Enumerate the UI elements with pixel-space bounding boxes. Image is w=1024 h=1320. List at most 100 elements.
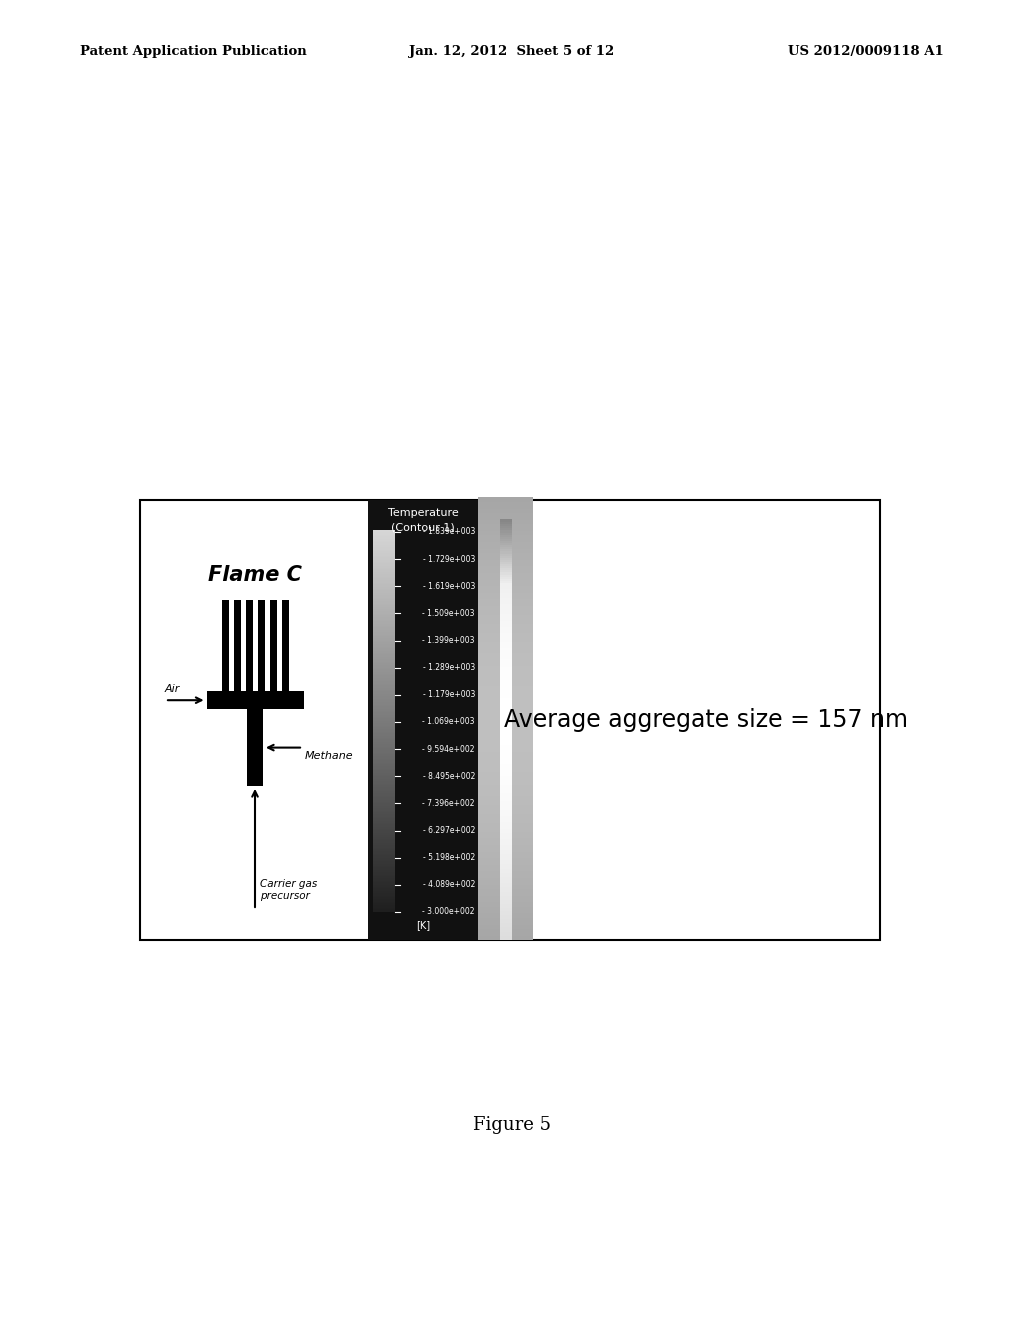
Bar xyxy=(373,665,395,668)
Bar xyxy=(373,729,395,730)
Bar xyxy=(478,512,534,516)
Bar xyxy=(500,606,512,609)
Bar xyxy=(500,751,512,752)
Bar xyxy=(500,862,512,865)
Bar xyxy=(373,589,395,590)
Bar xyxy=(478,665,534,668)
Bar xyxy=(500,822,512,825)
Bar xyxy=(478,561,534,564)
Bar xyxy=(478,871,534,874)
Bar xyxy=(373,579,395,581)
Bar xyxy=(500,546,512,549)
Bar xyxy=(478,672,534,675)
Bar xyxy=(373,896,395,899)
Bar xyxy=(373,789,395,791)
Bar xyxy=(500,776,512,779)
Bar xyxy=(500,883,512,886)
Bar xyxy=(373,742,395,743)
Bar xyxy=(373,602,395,603)
Bar xyxy=(478,730,534,733)
Bar xyxy=(478,900,534,903)
Bar xyxy=(373,643,395,645)
Bar xyxy=(373,792,395,795)
Bar xyxy=(478,842,534,845)
Bar xyxy=(500,568,512,570)
Bar xyxy=(373,751,395,752)
Bar xyxy=(478,528,534,531)
Bar xyxy=(500,660,512,663)
Bar xyxy=(500,570,512,573)
Bar xyxy=(478,920,534,923)
Bar xyxy=(500,920,512,923)
Bar xyxy=(373,570,395,573)
Bar xyxy=(500,817,512,820)
Bar xyxy=(373,890,395,891)
Bar xyxy=(373,677,395,680)
Bar xyxy=(500,556,512,558)
Bar xyxy=(373,768,395,771)
Bar xyxy=(373,586,395,589)
Bar xyxy=(500,812,512,814)
Bar xyxy=(373,649,395,651)
Bar xyxy=(373,857,395,858)
Bar xyxy=(478,756,534,759)
Bar xyxy=(500,585,512,587)
Bar xyxy=(478,499,534,502)
Bar xyxy=(500,705,512,706)
Bar xyxy=(478,813,534,816)
Bar xyxy=(500,696,512,698)
Bar xyxy=(500,689,512,692)
Bar xyxy=(500,731,512,734)
Bar xyxy=(500,766,512,768)
Bar xyxy=(500,529,512,532)
Bar xyxy=(500,828,512,830)
Bar xyxy=(478,783,534,785)
Bar xyxy=(373,655,395,657)
Bar xyxy=(500,824,512,826)
Bar xyxy=(373,788,395,789)
Bar xyxy=(373,801,395,803)
Bar xyxy=(478,546,534,549)
Bar xyxy=(373,803,395,805)
Bar xyxy=(373,667,395,669)
Bar xyxy=(478,799,534,801)
Bar xyxy=(478,913,534,916)
Bar xyxy=(478,714,534,717)
Bar xyxy=(373,548,395,550)
Bar xyxy=(500,638,512,640)
Bar xyxy=(478,540,534,543)
Bar xyxy=(373,787,395,788)
Bar xyxy=(373,866,395,867)
Bar xyxy=(500,597,512,599)
Bar xyxy=(500,574,512,577)
Text: - 3.000e+002: - 3.000e+002 xyxy=(423,908,475,916)
Bar xyxy=(373,561,395,564)
Bar xyxy=(478,568,534,570)
Bar xyxy=(478,727,534,730)
Bar xyxy=(500,759,512,762)
Bar xyxy=(373,550,395,553)
Bar xyxy=(478,875,534,878)
Bar xyxy=(500,714,512,717)
Bar xyxy=(478,554,534,557)
Bar xyxy=(478,603,534,606)
Bar xyxy=(500,849,512,851)
Bar xyxy=(500,795,512,797)
Bar xyxy=(478,849,534,851)
Bar xyxy=(373,619,395,622)
Bar xyxy=(500,721,512,723)
Bar xyxy=(478,838,534,841)
Bar xyxy=(373,767,395,770)
Bar xyxy=(478,845,534,847)
Bar xyxy=(373,577,395,578)
Bar xyxy=(500,748,512,751)
Bar xyxy=(478,862,534,865)
Bar xyxy=(373,554,395,556)
Bar xyxy=(478,725,534,727)
Bar xyxy=(500,618,512,620)
Bar xyxy=(373,878,395,879)
Bar xyxy=(373,535,395,536)
Bar xyxy=(373,797,395,799)
Bar xyxy=(373,902,395,903)
Bar xyxy=(373,544,395,545)
